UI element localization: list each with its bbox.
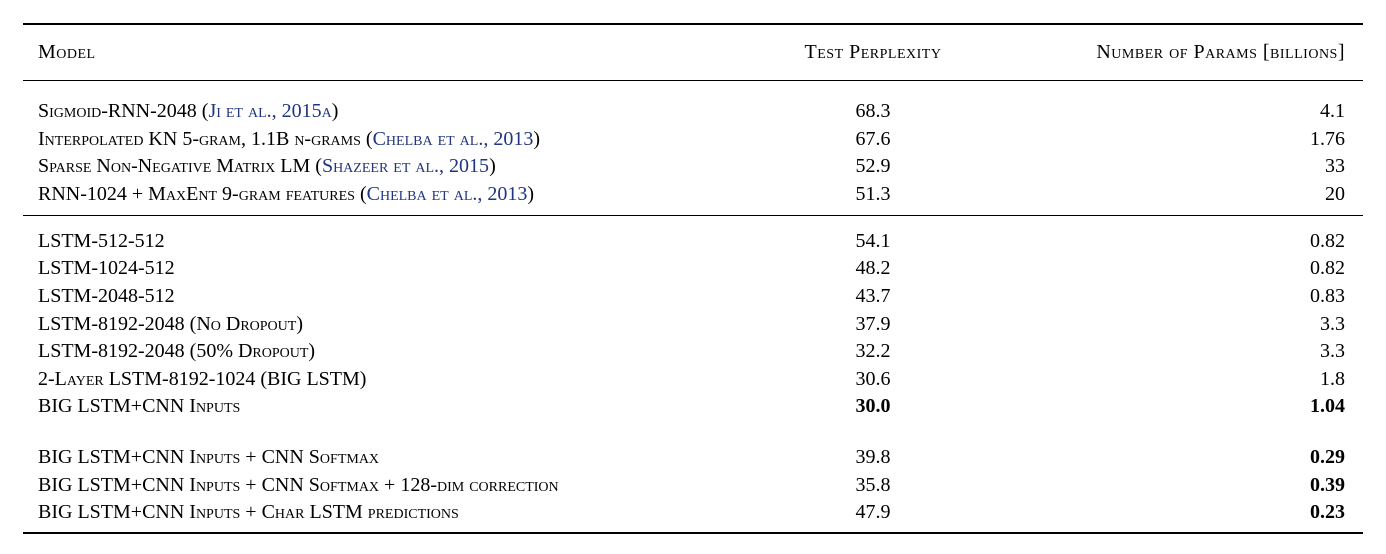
table-row: Interpolated KN 5-gram, 1.1B n-grams (Ch…: [23, 126, 1363, 154]
table-row: 2-Layer LSTM-8192-1024 (BIG LSTM) 30.6 1…: [23, 366, 1363, 394]
header-divider-rule: [23, 80, 1363, 81]
table-row: LSTM-8192-2048 (No Dropout) 37.9 3.3: [23, 311, 1363, 339]
table-row: Sparse Non-Negative Matrix LM (Shazeer e…: [23, 153, 1363, 181]
table-header-row: Model Test Perplexity Number of Params […: [23, 25, 1363, 80]
model-name-text: LSTM-1024-512: [38, 257, 175, 280]
model-cell: BIG LSTM+CNN Inputs + CNN Softmax + 128-…: [23, 472, 753, 500]
citation-link[interactable]: Chelba et al., 2013: [366, 182, 528, 205]
model-name-text: ): [527, 182, 535, 205]
table-row: BIG LSTM+CNN Inputs + Char LSTM predicti…: [23, 499, 1363, 527]
table-row: LSTM-8192-2048 (50% Dropout) 32.2 3.3: [23, 338, 1363, 366]
perplexity-cell: 43.7: [855, 285, 891, 308]
params-cell: 0.39: [1310, 473, 1345, 496]
model-name-text: LSTM-8192-2048 (No Dropout): [38, 312, 303, 335]
model-cell: Sigmoid-RNN-2048 (Ji et al., 2015a): [23, 98, 753, 126]
row-group-2: BIG LSTM+CNN Inputs + CNN Softmax 39.8 0…: [23, 430, 1363, 532]
perplexity-cell: 39.8: [855, 446, 891, 469]
perplexity-cell: 47.9: [855, 501, 891, 524]
citation-link[interactable]: Chelba et al., 2013: [372, 127, 534, 150]
model-name-text: BIG LSTM+CNN Inputs + CNN Softmax: [38, 446, 380, 469]
params-cell: 3.3: [1320, 312, 1345, 335]
params-cell: 0.83: [1310, 285, 1345, 308]
column-header-test-perplexity: Test Perplexity: [804, 41, 942, 63]
row-group-0: Sigmoid-RNN-2048 (Ji et al., 2015a) 68.3…: [23, 81, 1363, 215]
params-cell: 20: [1325, 182, 1345, 205]
model-name-text: Sparse Non-Negative Matrix LM (: [38, 155, 322, 178]
group-divider-rule: [23, 214, 1363, 216]
params-cell: 1.04: [1310, 395, 1345, 418]
model-name-text: ): [533, 127, 541, 150]
model-cell: 2-Layer LSTM-8192-1024 (BIG LSTM): [23, 366, 753, 394]
model-cell: LSTM-8192-2048 (No Dropout): [23, 311, 753, 339]
perplexity-cell: 68.3: [855, 100, 891, 122]
table-row: LSTM-2048-512 43.7 0.83: [23, 283, 1363, 311]
column-header-number-of-params: Number of Params [billions]: [1096, 41, 1345, 63]
perplexity-cell: 54.1: [855, 229, 891, 252]
model-name-text: BIG LSTM+CNN Inputs + Char LSTM predicti…: [38, 501, 459, 524]
model-name-text: Interpolated KN 5-gram, 1.1B n-grams (: [38, 127, 373, 150]
params-cell: 0.82: [1310, 257, 1345, 280]
perplexity-cell: 51.3: [855, 182, 891, 205]
table-row: BIG LSTM+CNN Inputs 30.0 1.04: [23, 393, 1363, 421]
params-cell: 4.1: [1320, 100, 1345, 122]
table-bottom-rule: [23, 531, 1363, 534]
table-row: LSTM-1024-512 48.2 0.82: [23, 255, 1363, 283]
model-name-text: BIG LSTM+CNN Inputs + CNN Softmax + 128-…: [38, 473, 559, 496]
row-group-1: LSTM-512-512 54.1 0.82 LSTM-1024-512 48.…: [23, 216, 1363, 430]
perplexity-cell: 35.8: [855, 473, 891, 496]
perplexity-cell: 67.6: [855, 127, 891, 150]
table-row: LSTM-512-512 54.1 0.82: [23, 228, 1363, 256]
perplexity-cell: 37.9: [855, 312, 891, 335]
model-cell: BIG LSTM+CNN Inputs + CNN Softmax: [23, 444, 753, 472]
model-cell: BIG LSTM+CNN Inputs: [23, 393, 753, 421]
model-cell: LSTM-2048-512: [23, 283, 753, 311]
model-cell: RNN-1024 + MaxEnt 9-gram features (Chelb…: [23, 181, 753, 209]
perplexity-cell: 48.2: [855, 257, 891, 280]
model-name-text: ): [331, 100, 339, 122]
table-body: Sigmoid-RNN-2048 (Ji et al., 2015a) 68.3…: [23, 81, 1363, 532]
model-name-text: ): [489, 155, 496, 178]
params-cell: 0.82: [1310, 229, 1345, 252]
model-name-text: LSTM-8192-2048 (50% Dropout): [38, 340, 316, 363]
table-row: BIG LSTM+CNN Inputs + CNN Softmax 39.8 0…: [23, 444, 1363, 472]
results-table: Model Test Perplexity Number of Params […: [23, 23, 1363, 534]
column-header-model: Model: [38, 41, 96, 63]
model-name-text: LSTM-2048-512: [38, 285, 175, 308]
table-row: Sigmoid-RNN-2048 (Ji et al., 2015a) 68.3…: [23, 98, 1363, 126]
model-name-text: LSTM-512-512: [38, 229, 165, 252]
perplexity-cell: 30.0: [855, 395, 891, 418]
model-cell: LSTM-1024-512: [23, 255, 753, 283]
params-cell: 0.23: [1310, 501, 1345, 524]
model-cell: Interpolated KN 5-gram, 1.1B n-grams (Ch…: [23, 126, 753, 154]
params-cell: 1.76: [1310, 127, 1345, 150]
model-cell: Sparse Non-Negative Matrix LM (Shazeer e…: [23, 153, 753, 181]
table-row: RNN-1024 + MaxEnt 9-gram features (Chelb…: [23, 181, 1363, 209]
model-name-text: RNN-1024 + MaxEnt 9-gram features (: [38, 182, 367, 205]
perplexity-cell: 32.2: [855, 340, 891, 363]
perplexity-cell: 52.9: [855, 155, 891, 178]
citation-link[interactable]: Shazeer et al., 2015: [321, 155, 490, 178]
model-cell: BIG LSTM+CNN Inputs + Char LSTM predicti…: [23, 499, 753, 527]
model-name-text: Sigmoid-RNN-2048 (: [38, 100, 209, 122]
params-cell: 33: [1325, 155, 1345, 178]
model-name-text: 2-Layer LSTM-8192-1024 (BIG LSTM): [38, 367, 367, 390]
citation-link[interactable]: Ji et al., 2015a: [208, 100, 332, 122]
table-top-rule: [23, 23, 1363, 25]
params-cell: 1.8: [1320, 367, 1345, 390]
model-name-text: BIG LSTM+CNN Inputs: [38, 395, 241, 418]
params-cell: 0.29: [1310, 446, 1345, 469]
perplexity-cell: 30.6: [855, 367, 891, 390]
model-cell: LSTM-8192-2048 (50% Dropout): [23, 338, 753, 366]
table-row: BIG LSTM+CNN Inputs + CNN Softmax + 128-…: [23, 472, 1363, 500]
params-cell: 3.3: [1320, 340, 1345, 363]
model-cell: LSTM-512-512: [23, 228, 753, 256]
